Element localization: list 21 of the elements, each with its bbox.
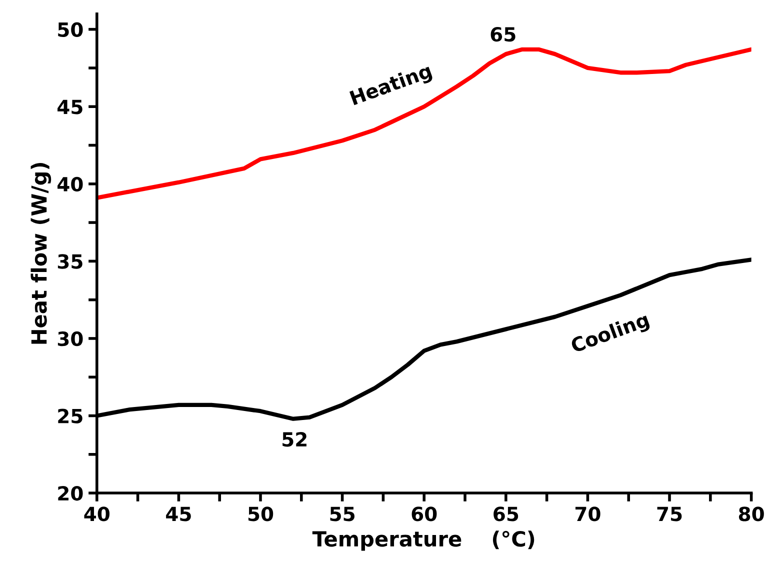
x-tick-label: 55 (330, 506, 354, 522)
annotation: 65 (490, 26, 516, 42)
x-tick-label: 45 (166, 506, 191, 522)
x-tick-label: 60 (412, 506, 437, 522)
annotation: 52 (282, 432, 306, 447)
x-axis-title: Temperature (°C) (312, 530, 534, 551)
y-tick-label: 20 (58, 486, 83, 501)
y-axis-title: Heat flow (W/g) (30, 163, 52, 344)
x-tick-label: 65 (494, 506, 518, 522)
line-series (96, 47, 752, 200)
x-tick-label: 75 (657, 506, 682, 522)
x-tick-label: 70 (575, 506, 600, 522)
y-tick-label: 35 (58, 254, 82, 269)
y-tick-label: 40 (58, 176, 83, 192)
y-tick-label: 45 (58, 100, 82, 114)
y-tick-label: 25 (58, 408, 82, 424)
x-tick-label: 40 (84, 506, 110, 522)
x-tick-label: 50 (248, 506, 274, 522)
x-tick-label: 80 (738, 506, 764, 522)
y-tick-label: 50 (58, 22, 83, 37)
y-tick-label: 30 (58, 331, 83, 346)
